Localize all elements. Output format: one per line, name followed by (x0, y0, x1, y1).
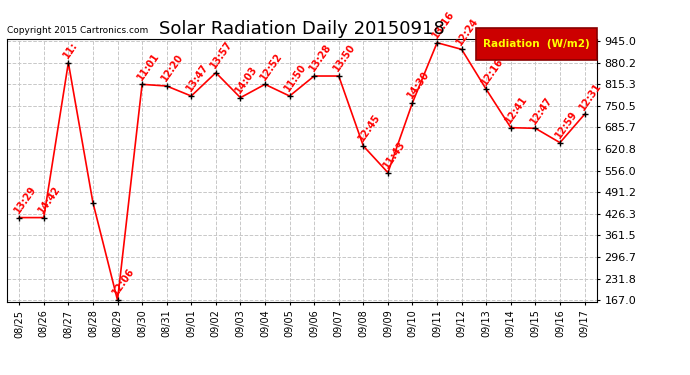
Title: Solar Radiation Daily 20150918: Solar Radiation Daily 20150918 (159, 20, 445, 38)
Text: 12:47: 12:47 (529, 94, 554, 126)
Text: 12:41: 12:41 (504, 94, 530, 125)
Text: 12:16: 12:16 (480, 56, 505, 87)
Text: 12:31: 12:31 (578, 81, 604, 112)
Text: 11:: 11: (61, 40, 79, 60)
Text: 11:01: 11:01 (135, 51, 161, 82)
Text: Copyright 2015 Cartronics.com: Copyright 2015 Cartronics.com (7, 26, 148, 35)
Text: 12:52: 12:52 (258, 51, 284, 82)
Text: 14:42: 14:42 (37, 184, 63, 215)
Text: 12:20: 12:20 (159, 52, 186, 83)
Text: 12:24: 12:24 (455, 16, 481, 47)
Text: 13:28: 13:28 (307, 42, 333, 74)
Text: 13:47: 13:47 (184, 62, 210, 93)
Text: Radiation  (W/m2): Radiation (W/m2) (483, 39, 590, 49)
Text: 12:06: 12:06 (110, 266, 137, 297)
Text: 12:45: 12:45 (356, 112, 382, 143)
Text: 13:50: 13:50 (332, 42, 357, 74)
Text: 14:30: 14:30 (406, 69, 431, 100)
Text: 11:43: 11:43 (381, 139, 407, 170)
Text: 14:03: 14:03 (233, 64, 259, 95)
Text: 13:16: 13:16 (430, 9, 456, 40)
Text: 12:59: 12:59 (553, 109, 579, 140)
Text: 13:29: 13:29 (12, 184, 38, 215)
Text: 13:57: 13:57 (209, 39, 235, 70)
Text: 11:50: 11:50 (283, 62, 308, 93)
